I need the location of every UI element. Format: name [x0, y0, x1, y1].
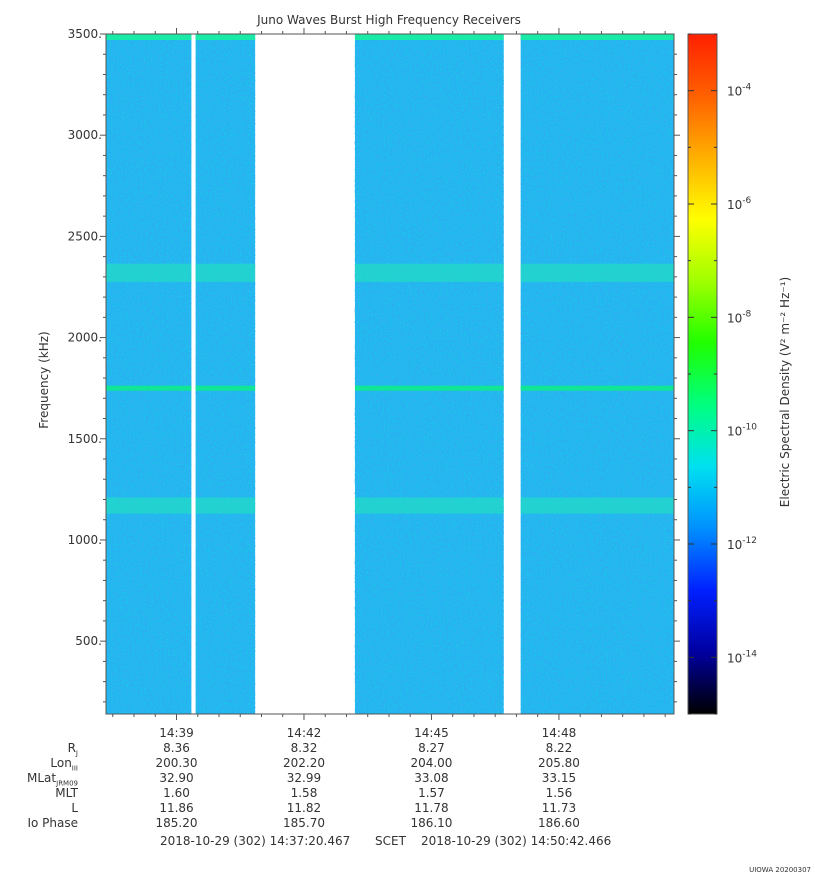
- data-segment: [520, 34, 674, 714]
- colorbar-tick-exponent: -14: [742, 649, 757, 659]
- ephem-label-rj: RJ: [68, 741, 78, 757]
- footer-stamp: UIOWA 20200307: [749, 866, 811, 874]
- emission-band: [520, 263, 674, 282]
- ephemeris-value: 11.82: [286, 801, 322, 815]
- colorbar-tick-label: 10-10: [727, 423, 757, 439]
- ephem-label-lon: LonIII: [50, 756, 78, 772]
- footer-start-time: 2018-10-29 (302) 14:37:20.467: [160, 834, 351, 848]
- ephemeris-value: 8.27: [418, 741, 445, 755]
- y-tick-label: 2000.: [68, 331, 102, 345]
- x-tick-label: 14:42: [287, 726, 322, 740]
- top-band: [354, 34, 504, 40]
- x-tick-labels: 14:39 14:42 14:45 14:48: [159, 726, 576, 740]
- ephemeris-value: 186.60: [537, 816, 580, 830]
- colorbar-label: Electric Spectral Density (V² m⁻² Hz⁻¹): [778, 277, 792, 507]
- ephemeris-value: 200.30: [155, 756, 198, 770]
- top-band: [520, 34, 674, 40]
- data-segment: [106, 34, 192, 714]
- segment-speckle-light: [195, 34, 256, 714]
- emission-band: [106, 263, 192, 282]
- mlat-sub: JRM09: [56, 779, 78, 788]
- colorbar-tick-label: 10-14: [727, 649, 757, 665]
- ephemeris-value: 8.32: [290, 741, 318, 755]
- top-band: [106, 34, 192, 40]
- plot-axes: 3500. 3000. 2500. 2000. 1500. 1000. 500.: [68, 27, 680, 720]
- ephemeris-value: 33.15: [541, 771, 577, 785]
- y-axis-label: Frequency (kHz): [37, 331, 51, 428]
- emission-band: [520, 385, 674, 391]
- emission-band: [354, 497, 504, 514]
- emission-band: [195, 497, 256, 514]
- segment-speckle-light: [354, 34, 504, 714]
- ephemeris-value: 11.78: [414, 801, 449, 815]
- data-segment: [195, 34, 256, 714]
- ephemeris-value: 202.20: [282, 756, 325, 770]
- ephem-label-mlat: MLatJRM09: [27, 771, 78, 787]
- x-tick-label: 14:45: [414, 726, 449, 740]
- ephemeris-value: 11.86: [159, 801, 194, 815]
- ephemeris-value: 1.58: [290, 786, 318, 800]
- colorbar-tick-label: 10-8: [727, 309, 752, 325]
- ephemeris-value: 8.22: [545, 741, 573, 755]
- rj-sub: J: [75, 749, 78, 758]
- ephemeris-value: 1.60: [163, 786, 190, 800]
- ephemeris-value: 32.99: [286, 771, 322, 785]
- chart-title: Juno Waves Burst High Frequency Receiver…: [256, 13, 521, 27]
- ephemeris-value: 1.56: [545, 786, 573, 800]
- mlat-main: MLat: [27, 771, 57, 785]
- colorbar-tick-exponent: -6: [742, 196, 751, 206]
- y-tick-label: 3000.: [68, 128, 102, 142]
- y-tick-label: 2500.: [68, 229, 102, 243]
- segment-speckle-light: [106, 34, 192, 714]
- emission-band: [195, 385, 256, 391]
- spectrogram-plot-area: [106, 34, 674, 714]
- colorbar-tick-exponent: -10: [742, 423, 757, 433]
- ephemeris-value: 185.70: [282, 816, 325, 830]
- y-tick-label: 1500.: [68, 432, 102, 446]
- colorbar-tick-exponent: -4: [742, 83, 751, 93]
- ephemeris-value: 8.36: [163, 741, 190, 755]
- emission-band: [106, 385, 192, 391]
- footer-scet: SCET: [375, 834, 406, 848]
- emission-band: [106, 497, 192, 514]
- emission-band: [354, 263, 504, 282]
- data-segment: [354, 34, 504, 714]
- colorbar-tick-exponent: -8: [742, 309, 751, 319]
- lon-sub: III: [71, 764, 78, 773]
- footer-end-time: 2018-10-29 (302) 14:50:42.466: [421, 834, 612, 848]
- colorbar-scale: [687, 33, 718, 715]
- colorbar-tick-exponent: -12: [742, 536, 757, 546]
- colorbar-tick-label: 10-4: [727, 83, 752, 99]
- emission-band: [195, 263, 256, 282]
- ephemeris-value: 205.80: [537, 756, 580, 770]
- rj-main: R: [67, 741, 76, 755]
- emission-band: [354, 385, 504, 391]
- x-tick-label: 14:48: [542, 726, 577, 740]
- y-tick-label: 3500.: [68, 27, 102, 41]
- lon-main: Lon: [50, 756, 72, 770]
- x-tick-label: 14:39: [159, 726, 194, 740]
- ephemeris-value: 32.90: [159, 771, 194, 785]
- emission-band: [520, 497, 674, 514]
- colorbar-tick-label: 10-12: [727, 536, 757, 552]
- ephemeris-value: 1.57: [418, 786, 445, 800]
- colorbar-tick-label: 10-6: [727, 196, 752, 212]
- colorbar: 10-4 10-6 10-8 10-10 10-12 10-14: [687, 33, 757, 715]
- ephem-label-io: Io Phase: [27, 816, 78, 830]
- plot-frame: [105, 33, 675, 715]
- ephem-label-mlt: MLT: [55, 786, 78, 800]
- ephemeris-value: 204.00: [410, 756, 453, 770]
- ephemeris-value: 33.08: [414, 771, 449, 785]
- ephem-label-l: L: [71, 801, 78, 815]
- ephemeris-value: 11.73: [541, 801, 577, 815]
- ephemeris-value: 186.10: [410, 816, 453, 830]
- top-band: [195, 34, 256, 40]
- y-tick-label: 500.: [75, 634, 102, 648]
- segment-speckle-light: [520, 34, 674, 714]
- ephemeris-value: 185.20: [155, 816, 198, 830]
- y-tick-label: 1000.: [68, 533, 102, 547]
